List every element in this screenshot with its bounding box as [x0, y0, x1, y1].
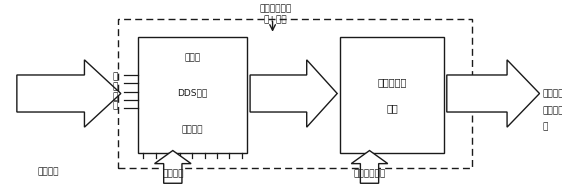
Polygon shape — [155, 151, 191, 183]
Text: 控
制
引
脚: 控 制 引 脚 — [112, 73, 118, 111]
Text: 模块: 模块 — [386, 103, 398, 114]
Polygon shape — [447, 60, 540, 127]
Text: DDS芯片: DDS芯片 — [178, 89, 207, 98]
Text: 功放控制指令: 功放控制指令 — [353, 169, 386, 178]
Text: 控制指令: 控制指令 — [37, 168, 59, 177]
Text: 电源等: 电源等 — [184, 54, 201, 63]
Text: 数据引脚: 数据引脚 — [182, 126, 203, 135]
Bar — [340, 37, 444, 153]
Bar — [118, 19, 472, 168]
Polygon shape — [351, 151, 388, 183]
Text: 低功率高频信: 低功率高频信 — [259, 4, 292, 13]
Text: 号+噪声: 号+噪声 — [264, 15, 287, 24]
Text: 号: 号 — [542, 123, 548, 132]
Text: 功率可控的: 功率可控的 — [542, 89, 562, 98]
Polygon shape — [250, 60, 337, 127]
Text: 功放及滤波: 功放及滤波 — [377, 77, 407, 87]
Bar — [138, 37, 247, 153]
Text: 信号数据: 信号数据 — [162, 169, 184, 178]
Text: 高频驱动信: 高频驱动信 — [542, 106, 562, 115]
Polygon shape — [17, 60, 121, 127]
